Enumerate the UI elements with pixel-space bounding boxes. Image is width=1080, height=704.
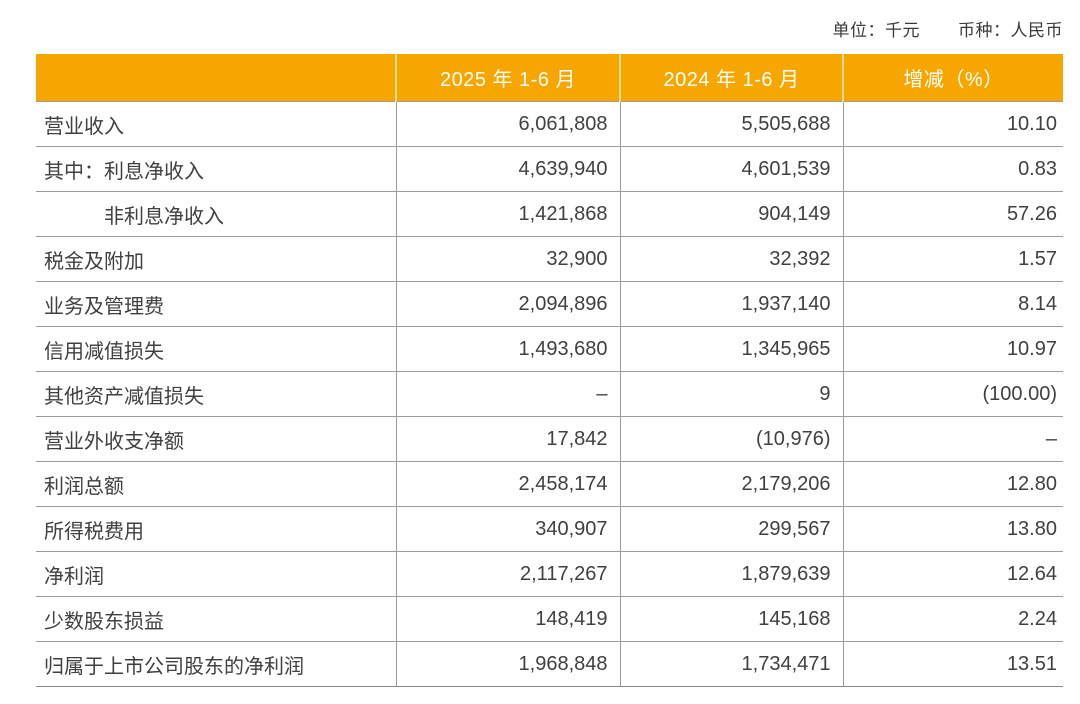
table-header: 2025 年 1-6 月 2024 年 1-6 月 增减（%） — [36, 54, 1063, 102]
value-2025: 17,842 — [395, 416, 620, 462]
value-2024: 1,345,965 — [619, 326, 843, 372]
row-label: 非利息净收入 — [36, 191, 396, 237]
value-change: 13.51 — [842, 641, 1063, 687]
value-2025: 2,458,174 — [395, 461, 620, 507]
table-row: 归属于上市公司股东的净利润 1,968,848 1,734,471 13.51 — [36, 641, 1063, 687]
row-label: 营业外收支净额 — [36, 416, 396, 462]
table-body: 营业收入 6,061,808 5,505,688 10.10 其中：利息净收入 4,639… — [36, 101, 1063, 687]
value-2024: 1,734,471 — [619, 641, 843, 687]
table-row: 业务及管理费 2,094,896 1,937,140 8.14 — [36, 281, 1063, 327]
currency-label: 币种：人民币 — [958, 21, 1063, 40]
table-row: 所得税费用 340,907 299,567 13.80 — [36, 506, 1063, 552]
value-2025: 32,900 — [395, 236, 620, 282]
table-row: 税金及附加 32,900 32,392 1.57 — [36, 236, 1063, 282]
value-change: 0.83 — [842, 146, 1063, 192]
header-period-2024: 2024 年 1-6 月 — [619, 54, 843, 102]
value-2024: 145,168 — [619, 596, 843, 642]
value-change: 12.64 — [842, 551, 1063, 597]
unit-label: 单位：千元 — [832, 21, 920, 40]
row-label: 其中：利息净收入 — [36, 146, 396, 192]
row-label: 其他资产减值损失 — [36, 371, 396, 417]
value-2024: 904,149 — [619, 191, 843, 237]
row-label: 所得税费用 — [36, 506, 396, 552]
table-row: 其中：利息净收入 4,639,940 4,601,539 0.83 — [36, 146, 1063, 192]
value-change: 12.80 — [842, 461, 1063, 507]
value-2025: 148,419 — [395, 596, 620, 642]
value-change: (100.00) — [842, 371, 1063, 417]
table-row: 利润总额 2,458,174 2,179,206 12.80 — [36, 461, 1063, 507]
value-change: 57.26 — [842, 191, 1063, 237]
value-2024: 1,937,140 — [619, 281, 843, 327]
header-change-pct: 增减（%） — [842, 54, 1063, 102]
value-2025: 6,061,808 — [395, 101, 620, 147]
value-2024: 9 — [619, 371, 843, 417]
value-change: – — [842, 416, 1063, 462]
header-period-2025: 2025 年 1-6 月 — [395, 54, 620, 102]
value-2025: 2,094,896 — [395, 281, 620, 327]
table-annotation: 单位：千元 币种：人民币 — [36, 16, 1063, 41]
value-2025: 1,968,848 — [395, 641, 620, 687]
header-row: 2025 年 1-6 月 2024 年 1-6 月 增减（%） — [36, 54, 1063, 102]
value-2025: 340,907 — [395, 506, 620, 552]
value-2024: 2,179,206 — [619, 461, 843, 507]
value-2024: 5,505,688 — [619, 101, 843, 147]
table-row: 少数股东损益 148,419 145,168 2.24 — [36, 596, 1063, 642]
row-label: 营业收入 — [36, 101, 396, 147]
table-row: 营业外收支净额 17,842 (10,976) – — [36, 416, 1063, 462]
row-label: 业务及管理费 — [36, 281, 396, 327]
value-change: 10.10 — [842, 101, 1063, 147]
row-label: 税金及附加 — [36, 236, 396, 282]
value-2024: 4,601,539 — [619, 146, 843, 192]
value-2024: 1,879,639 — [619, 551, 843, 597]
value-change: 8.14 — [842, 281, 1063, 327]
row-label: 利润总额 — [36, 461, 396, 507]
value-change: 10.97 — [842, 326, 1063, 372]
value-2024: 32,392 — [619, 236, 843, 282]
table-row: 净利润 2,117,267 1,879,639 12.64 — [36, 551, 1063, 597]
table-row: 信用减值损失 1,493,680 1,345,965 10.97 — [36, 326, 1063, 372]
value-2025: – — [395, 371, 620, 417]
value-2025: 2,117,267 — [395, 551, 620, 597]
value-2025: 1,421,868 — [395, 191, 620, 237]
row-label: 归属于上市公司股东的净利润 — [36, 641, 396, 687]
row-label: 净利润 — [36, 551, 396, 597]
table-row: 营业收入 6,061,808 5,505,688 10.10 — [36, 101, 1063, 147]
value-change: 2.24 — [842, 596, 1063, 642]
row-label: 信用减值损失 — [36, 326, 396, 372]
value-change: 1.57 — [842, 236, 1063, 282]
value-2024: 299,567 — [619, 506, 843, 552]
header-blank — [36, 54, 396, 102]
table-row: 其他资产减值损失 –9 (100.00) — [36, 371, 1063, 417]
financial-table: 2025 年 1-6 月 2024 年 1-6 月 增减（%） 营业收入 6,06… — [36, 54, 1063, 687]
row-label: 少数股东损益 — [36, 596, 396, 642]
value-change: 13.80 — [842, 506, 1063, 552]
value-2025: 4,639,940 — [395, 146, 620, 192]
value-2025: 1,493,680 — [395, 326, 620, 372]
value-2024: (10,976) — [619, 416, 843, 462]
table-row: 非利息净收入 1,421,868 904,149 57.26 — [36, 191, 1063, 237]
